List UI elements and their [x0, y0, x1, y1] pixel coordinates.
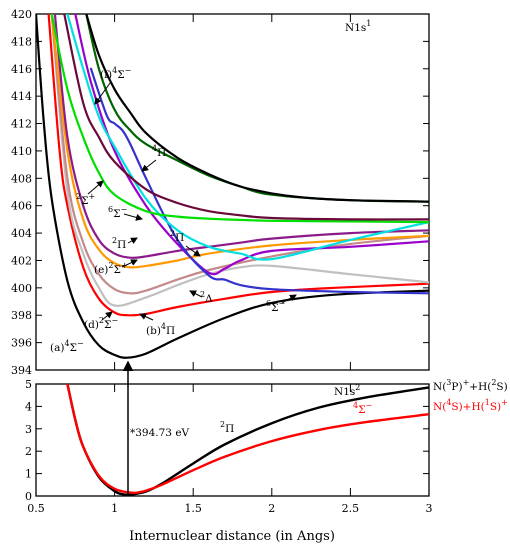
corner-label-n1s1: N1s1 [345, 19, 371, 34]
label-b-4pi: (b)4Π [146, 322, 175, 337]
arrow-2pi-left [127, 237, 138, 244]
arrow-d [101, 311, 113, 321]
arrow-2pi-right [185, 245, 201, 257]
top-y-tick-label: 400 [11, 282, 32, 295]
top-series-line-7 [89, 67, 429, 295]
bottom-y-tick-label: 2 [25, 445, 32, 458]
top-x-ticks [35, 14, 430, 370]
top-y-tick-label: 402 [11, 254, 32, 267]
top-y-tick-label: 398 [11, 309, 32, 322]
label-bottom-2pi: 2Π [220, 420, 234, 435]
top-y-ticks: 394 396 398 400 402 404 406 408 410 412 414 416 418 4… [11, 8, 429, 377]
label-6sigma-minus-lower: 6Σ− [266, 299, 285, 314]
arrow-6sigma-lower [281, 294, 297, 304]
top-series-line-1 [47, 14, 429, 317]
top-y-tick-label: 404 [11, 227, 32, 240]
label-2sigma-plus-upper: 2Σ+ [76, 192, 95, 207]
top-annotations: (f)4Σ− 4Π 2Σ+ 6Σ− 2Π 2Π (e)2Σ+ 2Δ (d)2Σ−… [50, 66, 297, 354]
top-series-line-12 [85, 14, 429, 203]
bottom-panel: 0 1 2 3 4 5 0.5 1 1.5 2 2.5 3 *394.73 eV 2Π N1s2 4… [25, 378, 508, 515]
bottom-y-tick-label: 1 [25, 468, 32, 481]
top-series-line-4 [50, 14, 429, 269]
label-2delta: 2Δ [200, 290, 213, 305]
bottom-y-ticks: 0 1 2 3 4 5 [25, 378, 429, 503]
top-y-tick-label: 416 [11, 63, 32, 76]
label-a-4sigma-minus: (a)4Σ− [50, 339, 84, 354]
top-y-tick-label: 396 [11, 337, 32, 350]
top-series-line-9 [50, 14, 429, 224]
asymptote-n3p-h2s: N(3P)++H(2S) [433, 378, 508, 393]
arrow-2sigma-plus [87, 180, 104, 195]
top-series-line-3 [50, 14, 429, 295]
bottom-x-tick-label: 2.5 [342, 502, 360, 515]
top-series-line-8 [66, 14, 429, 261]
top-y-tick-label: 418 [11, 35, 32, 48]
top-series-line-0 [36, 14, 429, 359]
arrow-4pi [141, 159, 157, 172]
bottom-x-tick-label: 2 [268, 502, 275, 515]
top-y-tick-label: 408 [11, 172, 32, 185]
top-series-group [36, 14, 429, 359]
bottom-y-tick-label: 4 [25, 400, 32, 413]
bottom-y-tick-label: 5 [25, 378, 32, 391]
legend-n1s2: N1s2 [334, 383, 360, 398]
top-y-tick-label: 394 [11, 364, 32, 377]
bottom-x-tick-label: 0.5 [27, 502, 45, 515]
x-axis-title: Internuclear distance (in Angs) [129, 529, 335, 544]
bottom-x-ticks: 0.5 1 1.5 2 2.5 3 [27, 384, 433, 515]
asymptote-n4s-h1s: N(4S)+H(1S)+ [433, 398, 508, 413]
top-panel: 394 396 398 400 402 404 406 408 410 412 414 416 418 4… [11, 8, 430, 377]
arrow-f [94, 82, 111, 105]
label-2pi-left: 2Π [112, 236, 126, 251]
top-series-line-10 [63, 14, 429, 221]
label-d-2sigma-minus: (d)2Σ− [84, 316, 118, 331]
bottom-series-group [66, 384, 429, 496]
top-y-tick-label: 414 [11, 90, 32, 103]
top-plot-frame [35, 13, 430, 371]
label-f-4sigma-minus: (f)4Σ− [100, 66, 131, 81]
top-series-line-5 [53, 14, 429, 259]
bottom-y-tick-label: 0 [25, 490, 32, 503]
bottom-x-tick-label: 1.5 [184, 502, 202, 515]
label-394-73-ev: *394.73 eV [130, 427, 190, 439]
arrow-6sigma-upper [123, 213, 143, 221]
top-y-tick-label: 420 [11, 8, 32, 21]
label-6sigma-minus-upper: 6Σ− [108, 205, 127, 220]
arrow-e [121, 259, 138, 268]
arrow-2delta [189, 290, 203, 298]
bottom-x-tick-label: 3 [426, 502, 433, 515]
top-y-tick-label: 406 [11, 200, 32, 213]
top-series-line-2 [50, 14, 429, 307]
arrow-b [139, 313, 154, 321]
top-y-tick-label: 410 [11, 145, 32, 158]
label-4pi: 4Π [152, 144, 166, 159]
bottom-y-tick-label: 3 [25, 423, 32, 436]
top-y-tick-label: 412 [11, 118, 32, 131]
bottom-plot-frame [35, 383, 430, 497]
bottom-x-tick-label: 1 [111, 502, 118, 515]
bottom-series-line-1 [66, 384, 429, 495]
legend-4sigma-minus: 4Σ− [353, 401, 372, 416]
top-series-line-6 [74, 14, 429, 276]
label-2pi-right: 2Π [170, 229, 184, 244]
